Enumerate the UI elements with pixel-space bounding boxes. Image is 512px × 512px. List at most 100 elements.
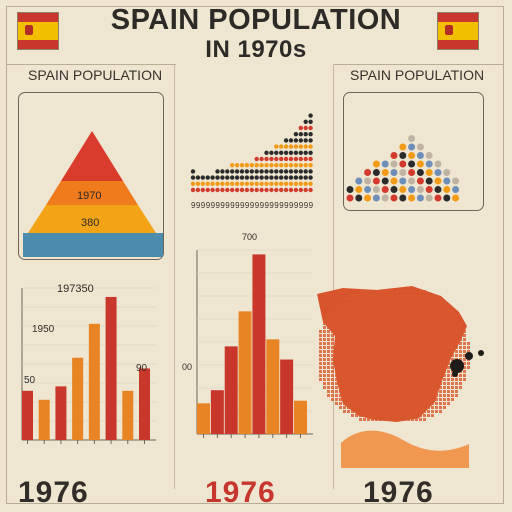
map-texture-cell (387, 394, 390, 397)
map-texture-cell (347, 302, 350, 305)
map-texture-cell (375, 298, 378, 301)
map-texture-cell (331, 358, 334, 361)
map-texture-cell (347, 354, 350, 357)
map-texture-cell (455, 318, 458, 321)
map-texture-cell (335, 338, 338, 341)
dot-grid-dot (205, 175, 210, 180)
map-texture-cell (331, 314, 334, 317)
map-texture-cell (359, 398, 362, 401)
map-texture-cell (347, 318, 350, 321)
map-texture-cell (379, 294, 382, 297)
right-dot-chart-dot (364, 177, 372, 185)
dot-grid-dot (308, 113, 313, 118)
map-texture-cell (367, 298, 370, 301)
map-texture-cell (439, 362, 442, 365)
map-texture-cell (431, 338, 434, 341)
map-texture-cell (347, 342, 350, 345)
map-texture-cell (363, 366, 366, 369)
column-divider-left (174, 64, 175, 489)
map-texture-cell (411, 338, 414, 341)
map-texture-cell (427, 326, 430, 329)
map-texture-cell (411, 354, 414, 357)
map-texture-cell (431, 358, 434, 361)
map-texture-cell (447, 314, 450, 317)
map-texture-cell (327, 378, 330, 381)
map-texture-cell (427, 298, 430, 301)
subtitle: IN 1970s (205, 36, 307, 63)
map-texture-cell (351, 382, 354, 385)
dot-grid-dot (298, 169, 303, 174)
dot-grid-dot (283, 163, 289, 168)
map-texture-cell (347, 306, 350, 309)
map-texture-cell (411, 318, 414, 321)
map-texture-cell (399, 306, 402, 309)
map-texture-cell (447, 310, 450, 313)
map-texture-cell (379, 338, 382, 341)
map-texture-cell (419, 382, 422, 385)
dot-grid-dot (205, 187, 210, 193)
map-texture-cell (415, 378, 418, 381)
map-texture-cell (339, 402, 342, 405)
pyramid-label-380: 380 (81, 217, 99, 229)
dot-grid-dot (283, 175, 289, 180)
map-texture-cell (431, 382, 434, 385)
map-texture-cell (459, 346, 462, 349)
map-texture-cell (359, 330, 362, 333)
map-texture-cell (363, 414, 366, 417)
map-texture-cell (359, 294, 362, 297)
map-texture-cell (411, 402, 414, 405)
dot-grid-dot (244, 163, 250, 168)
map-texture-cell (339, 310, 342, 313)
map-texture-cell (431, 374, 434, 377)
map-texture-cell (399, 410, 402, 413)
map-texture-cell (463, 366, 466, 369)
map-texture-cell (363, 410, 366, 413)
map-texture-cell (407, 314, 410, 317)
map-texture-cell (443, 374, 446, 377)
map-texture-cell (359, 314, 362, 317)
map-texture-cell (327, 314, 330, 317)
map-texture-cell (327, 334, 330, 337)
map-texture-cell (439, 302, 442, 305)
map-texture-cell (383, 318, 386, 321)
map-texture-cell (379, 362, 382, 365)
map-texture-cell (327, 382, 330, 385)
map-texture-cell (343, 346, 346, 349)
map-texture-cell (435, 386, 438, 389)
right-dot-chart-dot (416, 194, 424, 202)
map-texture-cell (395, 310, 398, 313)
dot-grid-dot (279, 163, 284, 168)
map-texture-cell (339, 334, 342, 337)
dot-grid-dot (308, 156, 313, 162)
map-texture-cell (423, 378, 426, 381)
map-texture-cell (415, 346, 418, 349)
map-texture-cell (419, 334, 422, 337)
map-texture-cell (395, 350, 398, 353)
map-texture-cell (451, 350, 454, 353)
map-texture-cell (415, 342, 418, 345)
map-texture-cell (383, 302, 386, 305)
map-texture-cell (447, 390, 450, 393)
map-texture-cell (419, 342, 422, 345)
map-texture-cell (379, 414, 382, 417)
map-texture-cell (419, 394, 422, 397)
map-texture-cell (355, 306, 358, 309)
map-texture-cell (391, 298, 394, 301)
map-texture-cell (443, 358, 446, 361)
map-texture-cell (443, 322, 446, 325)
map-texture-cell (375, 302, 378, 305)
dot-grid-dot (308, 163, 313, 168)
map-texture-cell (451, 390, 454, 393)
map-texture-cell (371, 366, 374, 369)
right-dot-chart-dot (390, 186, 398, 193)
dot-grid-dot (293, 163, 299, 168)
dot-grid-dot (210, 181, 215, 186)
map-texture-cell (319, 338, 322, 341)
map-texture-cell (391, 386, 394, 389)
map-texture-cell (335, 390, 338, 393)
map-texture-cell (443, 334, 446, 337)
map-texture-cell (383, 354, 386, 357)
map-texture-cell (367, 394, 370, 397)
dot-grid-dot (293, 138, 299, 143)
